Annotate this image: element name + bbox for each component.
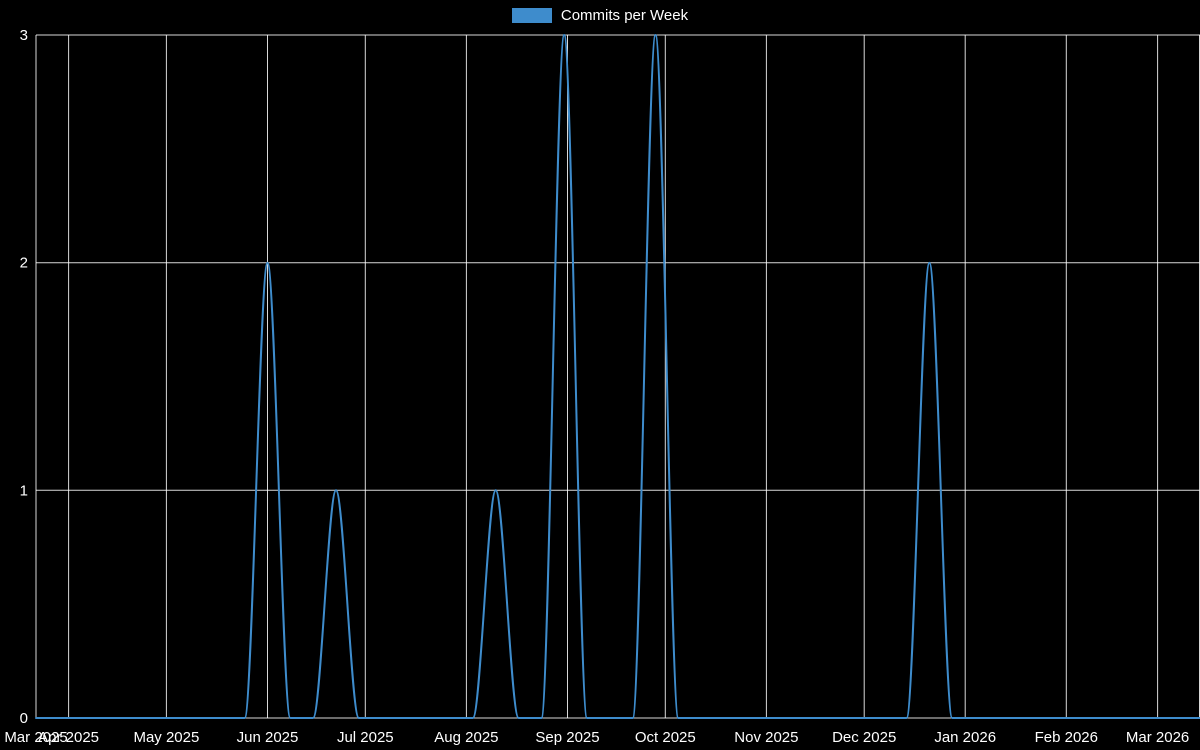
chart-legend[interactable]: Commits per Week — [0, 8, 1200, 23]
x-tick-label: Dec 2025 — [832, 729, 896, 746]
x-tick-label: Jun 2025 — [237, 729, 299, 746]
x-tick-label: Mar 2025 — [4, 729, 67, 746]
x-tick-label: Oct 2025 — [635, 729, 696, 746]
y-tick-label: 2 — [20, 255, 28, 272]
x-tick-label: Nov 2025 — [734, 729, 798, 746]
x-tick-label: Mar 2026 — [1126, 729, 1189, 746]
x-tick-label: Jul 2025 — [337, 729, 394, 746]
legend-swatch — [511, 8, 552, 23]
y-tick-label: 3 — [20, 27, 28, 44]
legend-label: Commits per Week — [560, 7, 689, 24]
y-tick-label: 1 — [20, 482, 28, 499]
y-tick-label: 0 — [20, 710, 28, 727]
x-tick-label: Sep 2025 — [535, 729, 599, 746]
x-tick-label: May 2025 — [133, 729, 199, 746]
commits-line — [35, 34, 1200, 719]
x-tick-label: Apr 2025 — [38, 729, 99, 746]
x-tick-label: Feb 2026 — [1035, 729, 1098, 746]
x-tick-label: Aug 2025 — [434, 729, 498, 746]
x-tick-label: Jan 2026 — [934, 729, 996, 746]
